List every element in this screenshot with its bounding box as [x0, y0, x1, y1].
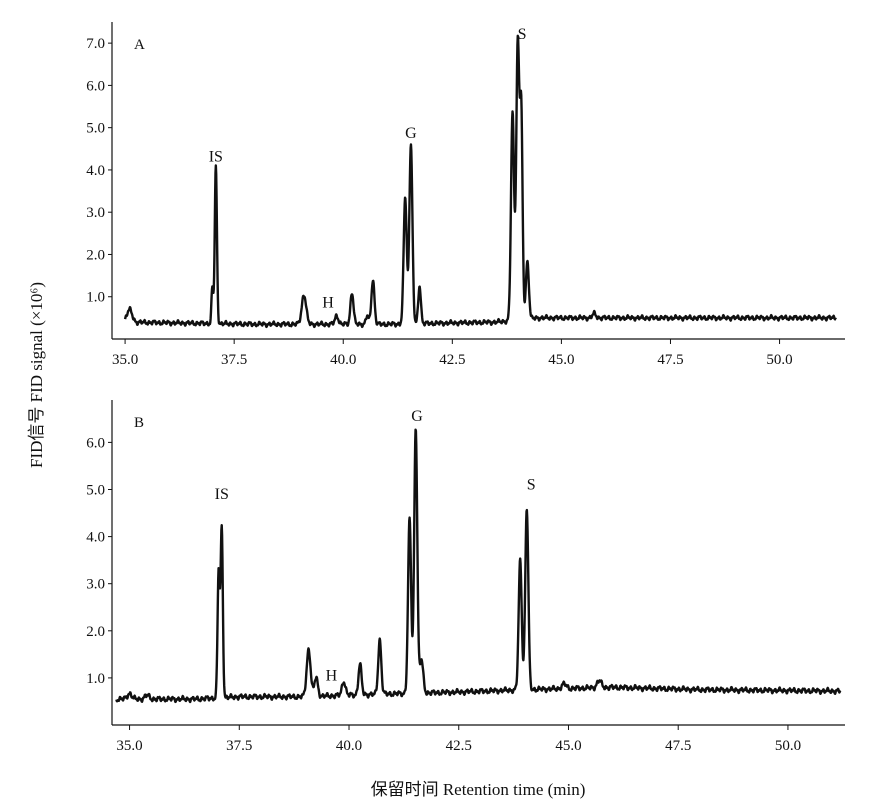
y-axis-title: FID信号 FID signal (×10⁶)	[27, 282, 46, 468]
y-tick-label-b: 6.0	[86, 435, 105, 451]
peak-label-a: G	[405, 125, 417, 142]
peak-label-a: H	[322, 294, 334, 311]
panel-label-b: B	[134, 415, 144, 431]
x-axis-title: 保留时间 Retention time (min)	[371, 780, 586, 799]
y-tick-label-b: 3.0	[86, 577, 105, 593]
peak-label-b: IS	[215, 486, 229, 503]
peak-label-b: H	[326, 667, 338, 684]
x-tick-label-a: 45.0	[548, 352, 574, 368]
peak-label-a: S	[518, 26, 527, 43]
x-tick-label-a: 50.0	[766, 352, 792, 368]
x-tick-label-a: 47.5	[657, 352, 683, 368]
x-tick-label-a: 40.0	[330, 352, 356, 368]
x-tick-label-b: 35.0	[116, 738, 142, 754]
y-tick-label-a: 3.0	[86, 205, 105, 221]
y-tick-label-a: 5.0	[86, 121, 105, 137]
y-tick-label-a: 6.0	[86, 78, 105, 94]
x-tick-label-b: 42.5	[446, 738, 472, 754]
panel-label-a: A	[134, 37, 145, 53]
peak-label-a: IS	[209, 148, 223, 165]
x-tick-label-b: 40.0	[336, 738, 362, 754]
panel-b: 1.0 2.0 3.0 4.0 5.0 6.0 35.0 37.5 40.0 42.5 45.0 47…	[86, 400, 845, 754]
y-tick-label-b: 5.0	[86, 482, 105, 498]
chromatogram-trace-a	[123, 34, 837, 329]
x-tick-label-a: 42.5	[439, 352, 465, 368]
peak-label-b: S	[527, 476, 536, 493]
peak-label-b: G	[411, 408, 423, 425]
x-tick-label-b: 50.0	[775, 738, 801, 754]
x-tick-label-b: 37.5	[226, 738, 252, 754]
x-tick-label-b: 47.5	[665, 738, 691, 754]
chromatogram-trace-b	[115, 428, 842, 704]
x-tick-label-a: 35.0	[112, 352, 138, 368]
y-tick-label-b: 1.0	[86, 671, 105, 687]
x-tick-label-b: 45.0	[555, 738, 581, 754]
x-tick-label-a: 37.5	[221, 352, 247, 368]
y-tick-label-a: 7.0	[86, 36, 105, 52]
y-tick-label-b: 4.0	[86, 530, 105, 546]
y-tick-label-a: 1.0	[86, 290, 105, 306]
y-tick-label-a: 2.0	[86, 247, 105, 263]
y-tick-label-b: 2.0	[86, 624, 105, 640]
y-tick-label-a: 4.0	[86, 163, 105, 179]
panel-a: 1.0 2.0 3.0 4.0 5.0 6.0 7.0 35.0 37.5 40.0 42.5 45.…	[86, 22, 845, 368]
